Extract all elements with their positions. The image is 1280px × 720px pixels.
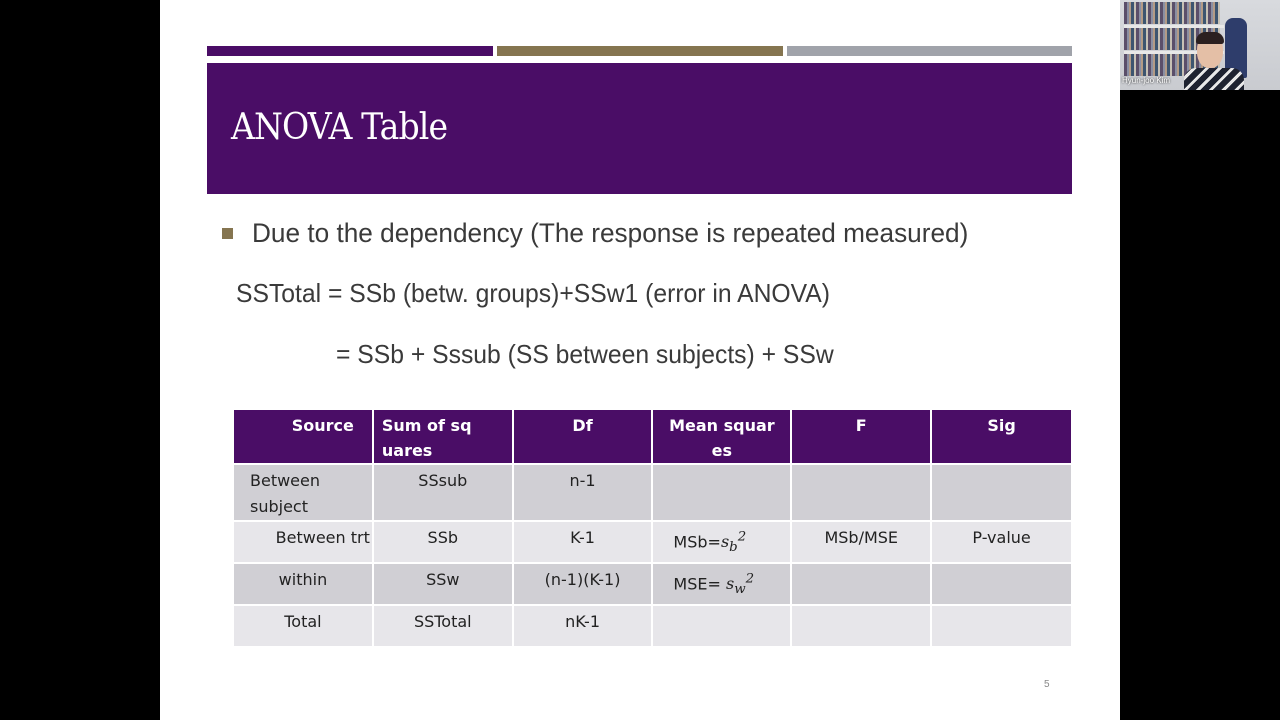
cell-source: Total [234, 605, 374, 648]
header-sum-of-squares: Sum of sq uares [372, 410, 514, 465]
cell-f: MSb/MSE [791, 521, 933, 564]
page-number: 5 [1044, 679, 1050, 690]
bookshelf-decor [1124, 2, 1220, 24]
cell-f [791, 464, 933, 522]
cell-df: n-1 [512, 464, 654, 522]
square-bullet-icon [222, 228, 233, 239]
slide: ANOVA Table Due to the dependency (The r… [160, 0, 1120, 720]
shelf-board [1124, 25, 1224, 28]
cell-f [791, 563, 933, 606]
participant-name: Hyun-joo Kim [1122, 76, 1171, 85]
table-row: Between trt SSb K-1 MSb=sb2 MSb/MSE P-va… [234, 521, 1073, 564]
cell-sig [931, 464, 1073, 522]
participant-hair [1196, 32, 1224, 44]
cell-sig [931, 605, 1073, 648]
cell-ms: MSb=sb2 [652, 521, 793, 564]
cell-ms [652, 605, 793, 648]
accent-bar-gold [497, 46, 783, 56]
table-row: Between subject SSsub n-1 [234, 464, 1073, 522]
cell-ms: MSE= sw2 [652, 563, 793, 606]
bookshelf-decor [1124, 28, 1220, 50]
cell-df: nK-1 [512, 605, 654, 648]
ms-variable: sb2 [720, 530, 747, 556]
cell-ss: SSb [372, 521, 514, 564]
cell-source: Between trt [234, 521, 374, 564]
header-f: F [791, 410, 933, 465]
cell-source: within [234, 563, 374, 606]
cell-ss: SSTotal [372, 605, 514, 648]
equation-1: SSTotal = SSb (betw. groups)+SSw1 (error… [236, 278, 830, 308]
cell-df: (n-1)(K-1) [512, 563, 654, 606]
ms-variable: sw2 [725, 572, 755, 598]
accent-bar-gray [787, 46, 1072, 56]
title-band: ANOVA Table [207, 63, 1072, 194]
ms-prefix: MSE= [673, 574, 726, 594]
table-row: within SSw (n-1)(K-1) MSE= sw2 [234, 563, 1073, 606]
cell-source: Between subject [234, 464, 374, 522]
bullet-item: Due to the dependency (The response is r… [222, 218, 990, 249]
bullet-text: Due to the dependency (The response is r… [252, 218, 969, 248]
participant-body [1184, 68, 1244, 90]
accent-bar-purple [207, 46, 493, 56]
header-source: Source [234, 410, 374, 465]
participant-video-tile[interactable]: Hyun-joo Kim [1120, 0, 1280, 90]
coat-decor [1225, 18, 1247, 78]
header-mean-squares: Mean squar es [652, 410, 793, 465]
cell-sig: P-value [931, 521, 1073, 564]
anova-table: Source Sum of sq uares Df Mean squar es … [234, 410, 1073, 648]
ms-prefix: MSb= [673, 532, 721, 552]
cell-df: K-1 [512, 521, 654, 564]
cell-ss: SSw [372, 563, 514, 606]
cell-ms [652, 464, 793, 522]
table-row: Total SSTotal nK-1 [234, 605, 1073, 648]
cell-ss: SSsub [372, 464, 514, 522]
slide-title: ANOVA Table [231, 107, 448, 148]
cell-sig [931, 563, 1073, 606]
header-sig: Sig [931, 410, 1073, 465]
shelf-board [1124, 51, 1224, 54]
table-header-row: Source Sum of sq uares Df Mean squar es … [234, 410, 1073, 465]
equation-2: = SSb + Sssub (SS between subjects) + SS… [336, 339, 834, 369]
cell-f [791, 605, 933, 648]
header-df: Df [512, 410, 654, 465]
